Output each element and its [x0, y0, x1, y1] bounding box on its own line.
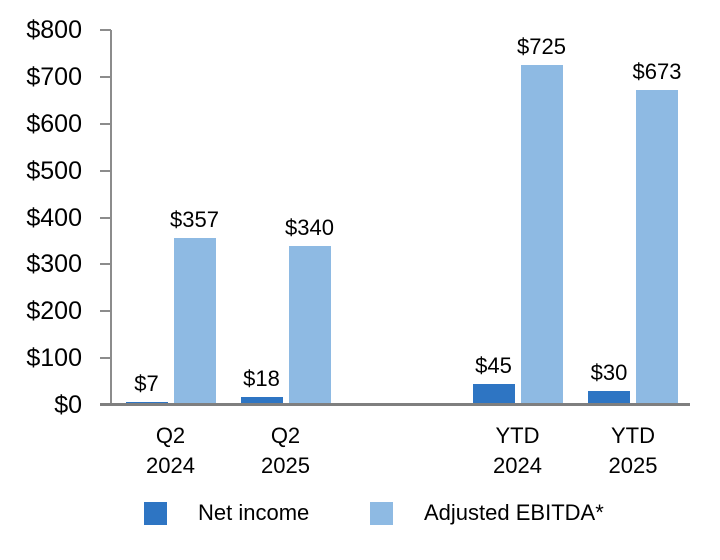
bar-value-label: $340	[285, 214, 334, 240]
legend-item-net-income: Net income	[144, 499, 309, 527]
y-tick-mark	[100, 169, 111, 172]
legend-swatch	[144, 501, 167, 525]
bar-value-label: $357	[170, 206, 219, 232]
bar-value-label: $30	[590, 359, 628, 385]
x-axis-category-label: YTD 2024	[493, 423, 542, 478]
y-tick-mark	[100, 29, 111, 31]
bar-value-label: $673	[632, 58, 682, 84]
y-tick-label: $300	[26, 250, 82, 279]
y-axis-line	[110, 30, 112, 406]
y-tick-label: $0	[54, 391, 82, 419]
bar-adjusted-ebitda	[636, 89, 678, 405]
y-tick-mark	[100, 75, 111, 78]
y-tick-mark	[100, 263, 111, 266]
x-axis-category-label: Q2 2025	[261, 423, 310, 478]
y-tick-mark	[100, 357, 111, 360]
bar-adjusted-ebitda	[173, 237, 216, 405]
legend-swatch	[370, 501, 393, 525]
x-axis-category-label: Q2 2024	[146, 423, 195, 478]
bar-value-label: $7	[134, 370, 159, 396]
bar-net-income	[588, 390, 630, 405]
y-tick-mark	[100, 310, 111, 313]
legend-label: Net income	[198, 500, 310, 525]
x-axis-line	[100, 403, 690, 406]
bar-value-label: $45	[475, 352, 512, 378]
bar-value-label: $725	[517, 34, 566, 60]
y-tick-mark	[100, 122, 111, 125]
y-tick-label: $200	[26, 297, 82, 326]
x-axis-category-label: YTD 2025	[608, 423, 658, 478]
y-tick-label: $600	[26, 109, 82, 138]
bar-net-income	[472, 383, 515, 405]
bar-adjusted-ebitda	[288, 245, 331, 405]
y-tick-label: $400	[26, 203, 82, 232]
bar-net-income	[240, 396, 283, 405]
legend-label: Adjusted EBITDA*	[424, 500, 604, 525]
y-tick-label: $500	[26, 156, 82, 185]
y-tick-label: $100	[26, 344, 82, 373]
y-tick-label: $800	[26, 16, 82, 44]
bar-value-label: $18	[243, 365, 280, 391]
legend-item-adjusted-ebitda: Adjusted EBITDA*	[370, 499, 604, 527]
bar-adjusted-ebitda	[520, 65, 563, 405]
y-tick-label: $700	[26, 62, 82, 91]
y-tick-mark	[100, 216, 111, 219]
